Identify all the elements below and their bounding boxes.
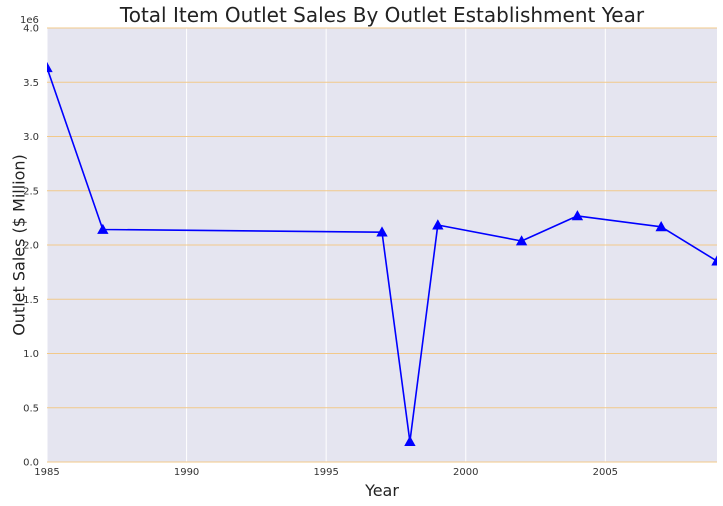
x-tick-label: 1995 (313, 467, 338, 478)
x-tick-label: 1990 (174, 467, 199, 478)
y-tick-label: 0.5 (23, 403, 39, 414)
x-tick-labels: 1985 1990 1995 2000 2005 (34, 467, 618, 478)
y-tick-label: 1.0 (23, 349, 39, 360)
y-tick-label: 3.5 (23, 78, 39, 89)
x-tick-label: 1985 (34, 467, 59, 478)
chart-title: Total Item Outlet Sales By Outlet Establ… (119, 3, 645, 27)
data-point-marker (47, 61, 53, 73)
x-tick-label: 2005 (593, 467, 618, 478)
data-point-marker (571, 210, 584, 221)
y-tick-label: 4.0 (23, 24, 39, 35)
y-tick-label: 3.0 (23, 132, 39, 143)
x-tick-label: 2000 (453, 467, 478, 478)
data-point-marker (655, 221, 667, 232)
y-tick-labels: 0.0 0.5 1.0 1.5 2.0 2.5 3.0 3.5 4.0 (23, 24, 39, 469)
y-tick-label: 1.5 (23, 295, 39, 306)
y-tick-label: 2.5 (23, 186, 39, 197)
y-axis-offset-label: 1e6 (20, 15, 39, 26)
data-point-marker (376, 226, 388, 237)
data-point-marker (404, 435, 416, 446)
x-axis-title: Year (364, 481, 399, 500)
series-group (47, 61, 717, 446)
series-layer (47, 61, 717, 446)
data-point-marker (97, 223, 109, 234)
data-point-marker (515, 235, 528, 246)
data-point-marker (711, 255, 717, 266)
data-point-marker (432, 219, 444, 230)
y-tick-label: 0.0 (23, 458, 39, 469)
y-axis-title: Outlet Sales ($ Million) (10, 154, 29, 336)
y-gridlines (47, 27, 717, 463)
y-tick-label: 2.0 (23, 241, 39, 252)
